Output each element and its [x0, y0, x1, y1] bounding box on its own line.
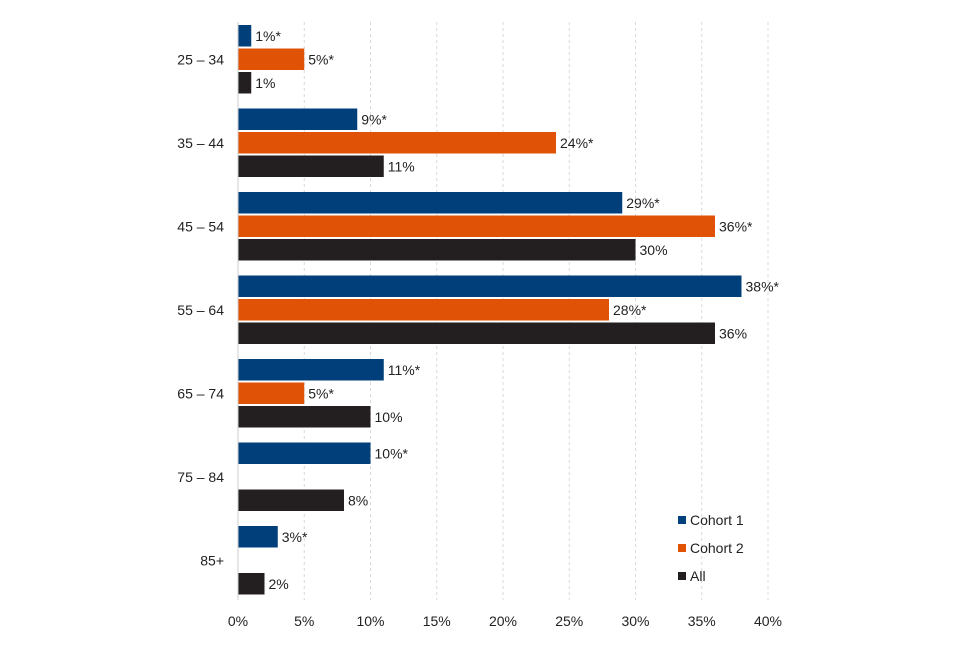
data-label: 1% [255, 75, 275, 91]
data-label: 2% [269, 576, 289, 592]
bar [238, 442, 371, 464]
bar [238, 239, 636, 261]
x-tick-label: 35% [688, 613, 716, 629]
bars-layer [238, 25, 742, 595]
bar [238, 359, 384, 381]
y-category-label: 45 – 54 [177, 218, 224, 234]
bar [238, 573, 265, 595]
bar [238, 382, 305, 404]
x-tick-label: 15% [423, 613, 451, 629]
legend: Cohort 1 Cohort 2 All [678, 512, 744, 584]
x-tick-label: 20% [489, 613, 517, 629]
x-tick-label: 40% [754, 613, 782, 629]
data-label: 9%* [361, 111, 387, 127]
data-label: 5%* [308, 51, 334, 67]
data-label: 8% [348, 492, 368, 508]
bar [238, 155, 384, 177]
data-label: 10% [375, 409, 403, 425]
data-labels-layer: 1%* 5%* 1% 9%* 24%* 11% 29%* 36%* 30% 38%* 28%* 36%… [255, 28, 779, 592]
bar [238, 322, 715, 344]
data-label: 30% [640, 242, 668, 258]
bar [238, 72, 252, 94]
bar [238, 406, 371, 428]
legend-label: All [690, 568, 706, 584]
x-tick-label: 30% [621, 613, 649, 629]
bar [238, 489, 344, 511]
data-label: 10%* [375, 445, 409, 461]
data-label: 36%* [719, 218, 753, 234]
legend-swatch [678, 572, 686, 580]
y-category-label: 55 – 64 [177, 302, 224, 318]
y-category-label: 65 – 74 [177, 385, 224, 401]
data-label: 11%* [388, 362, 421, 378]
bar [238, 192, 623, 214]
data-label: 3%* [282, 529, 308, 545]
data-label: 11% [388, 158, 415, 174]
bar [238, 526, 278, 548]
x-axis: 0% 5% 10% 15% 20% 25% 30% 35% 40% [228, 613, 782, 629]
x-tick-label: 10% [356, 613, 384, 629]
data-label: 29%* [626, 195, 660, 211]
data-label: 5%* [308, 385, 334, 401]
data-label: 24%* [560, 135, 594, 151]
data-label: 1%* [255, 28, 281, 44]
bar [238, 108, 358, 130]
x-tick-label: 5% [294, 613, 314, 629]
legend-label: Cohort 2 [690, 540, 744, 556]
data-label: 36% [719, 325, 747, 341]
bar [238, 215, 715, 237]
y-category-label: 75 – 84 [177, 469, 224, 485]
bar [238, 299, 609, 321]
y-axis: 25 – 34 35 – 44 45 – 54 55 – 64 65 – 74 75 – … [177, 22, 239, 600]
data-label: 38%* [746, 278, 780, 294]
x-tick-label: 0% [228, 613, 248, 629]
y-category-label: 25 – 34 [177, 51, 224, 67]
bar [238, 275, 742, 297]
y-category-label: 85+ [200, 552, 224, 568]
bar [238, 132, 556, 154]
data-label: 28%* [613, 302, 647, 318]
bar [238, 25, 252, 47]
legend-swatch [678, 516, 686, 524]
x-tick-label: 25% [555, 613, 583, 629]
bar [238, 48, 305, 70]
legend-swatch [678, 544, 686, 552]
y-category-label: 35 – 44 [177, 135, 224, 151]
legend-label: Cohort 1 [690, 512, 744, 528]
